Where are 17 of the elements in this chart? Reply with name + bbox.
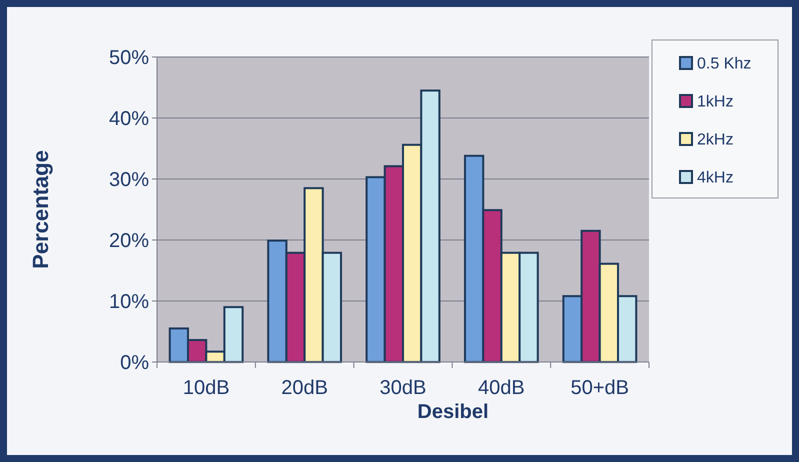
- y-tick-label: 40%: [108, 108, 150, 130]
- legend-label: 0.5 Khz: [697, 56, 752, 73]
- x-tick-label: 30dB: [380, 377, 426, 399]
- y-tick-label: 0%: [120, 352, 150, 374]
- legend-label: 1kHz: [697, 94, 734, 111]
- y-tick-label: 10%: [108, 291, 150, 313]
- legend-label: 2kHz: [697, 132, 734, 149]
- x-tick-label: 10dB: [182, 377, 230, 399]
- x-tick-label: 50+dB: [570, 377, 629, 399]
- y-axis-title: Percentage: [28, 150, 53, 269]
- x-axis-title: Desibel: [417, 401, 489, 423]
- y-tick-label: 50%: [108, 47, 150, 69]
- x-tick-label: 40dB: [478, 377, 525, 399]
- y-tick-label: 20%: [108, 230, 150, 252]
- y-tick-label: 30%: [108, 169, 150, 191]
- x-tick-label: 20dB: [281, 377, 328, 399]
- legend-label: 4kHz: [697, 170, 734, 187]
